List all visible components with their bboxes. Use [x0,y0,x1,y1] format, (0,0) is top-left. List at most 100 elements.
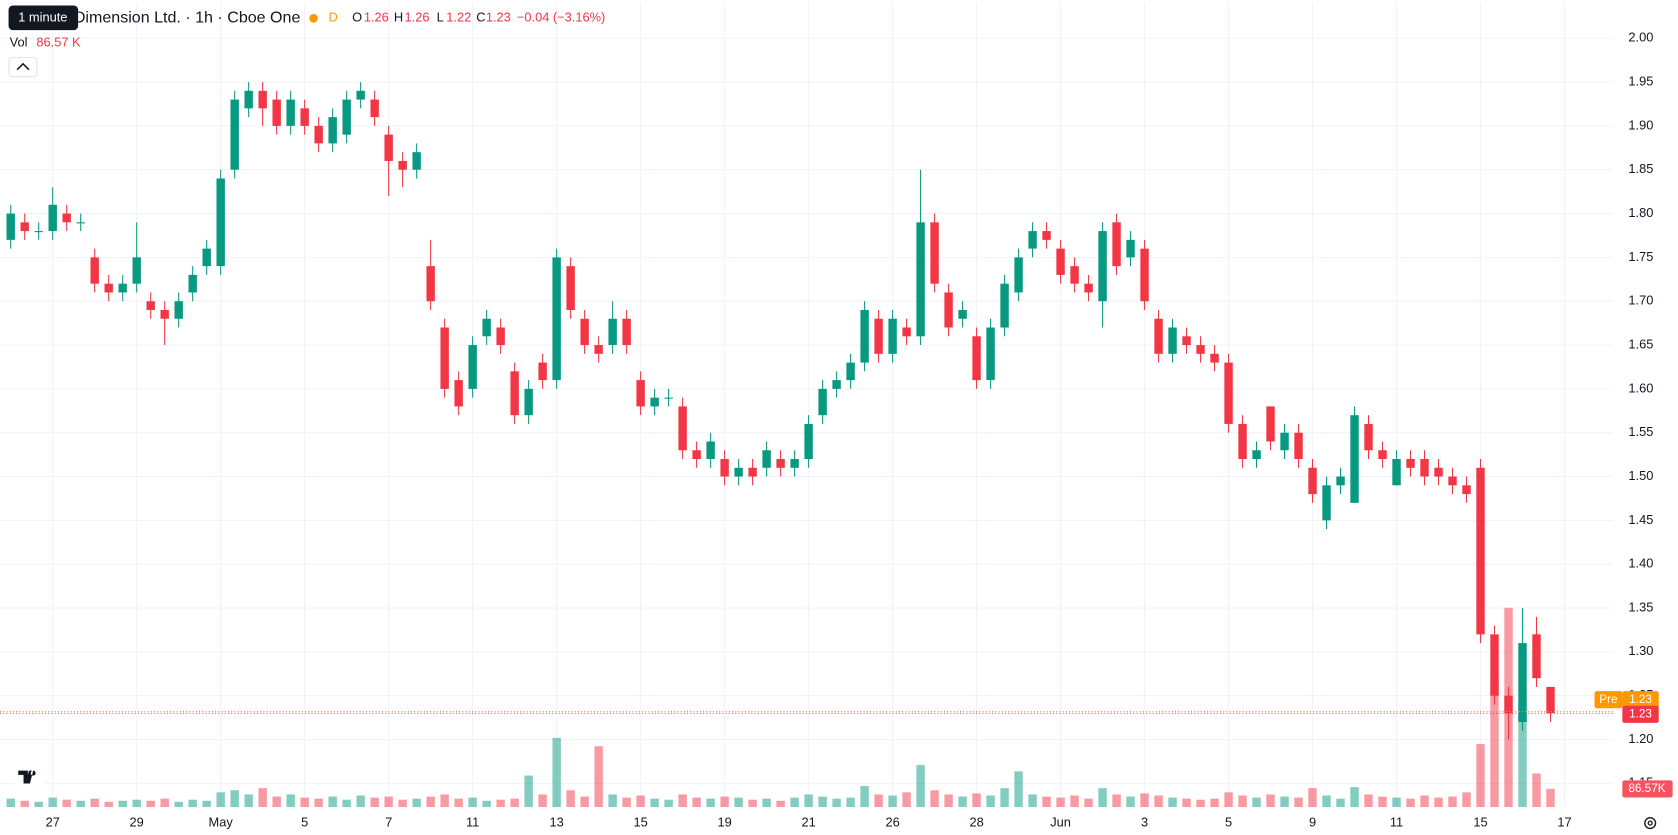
candle-body [216,178,225,267]
volume-bar [104,801,113,808]
y-tick-label: 2.00 [1628,30,1653,45]
candle-body [510,371,519,416]
gear [1644,817,1657,830]
volume-bar [566,790,575,808]
ohlc-value: 1.26 [405,10,430,25]
volume-bar [314,798,323,808]
volume-bar [174,801,183,808]
premarket-value: 1.23 [1629,693,1652,706]
candle-body [1518,643,1527,723]
grid [0,2,1613,808]
candle-body [888,318,897,354]
candle-body [958,309,967,319]
candle-body [1364,423,1373,451]
volume-bar [1224,792,1233,808]
volume-bar [1518,702,1527,808]
volume-bar [272,796,281,808]
volume-bar [1462,792,1471,808]
volume-bar [440,794,449,808]
y-tick-label: 1.80 [1628,205,1653,220]
candle-body [930,222,939,284]
volume-bar [748,799,757,808]
premarket-tag: Pre [1599,693,1618,706]
candle-body [608,318,617,346]
x-tick-label: 29 [130,814,144,829]
volume-bar [986,795,995,808]
candle-body [1112,222,1121,267]
candle-body [1168,327,1177,354]
candle-body [1098,231,1107,302]
gear-hub [1647,820,1653,826]
candle-body [1084,283,1093,293]
ohlc-key: L [437,10,444,25]
volume-bar [1378,796,1387,808]
volume-bar [1140,793,1149,808]
candle-body [1126,239,1135,258]
volume-bar [1294,797,1303,808]
candle-body [118,283,127,293]
volume-tag-box [1622,780,1673,798]
candle-body [1280,432,1289,451]
volume-bar [510,798,519,808]
candle-body [356,90,365,100]
y-tick-label: 1.35 [1628,599,1653,614]
settings-button[interactable] [1644,817,1657,830]
volume-bar [1392,797,1401,808]
volume-bar [1364,794,1373,808]
session-icon [309,14,318,23]
volume-bar [1028,794,1037,808]
candle-body [174,301,183,319]
candle-body [1014,257,1023,293]
candle-body [1224,362,1233,424]
candle-body [370,99,379,118]
volume-bar [1490,676,1499,808]
volume-bar [146,800,155,808]
volume-bar [972,793,981,808]
volume-bar [860,786,869,808]
volume-bar [1154,795,1163,808]
logo[interactable] [13,761,47,794]
volume-bar [734,797,743,808]
candle-body [90,257,99,284]
volume-bar [594,746,603,808]
candle-body [636,380,645,407]
x-tick-label: 27 [46,814,60,829]
x-tick-label: 7 [385,814,392,829]
volume-bar [6,798,15,808]
volume-bar [664,799,673,808]
x-tick-label: 26 [885,814,899,829]
volume-bar [944,794,953,808]
volume-bar [874,794,883,808]
candle-body [734,467,743,477]
ohlc-value: 1.23 [486,10,511,25]
y-tick-label: 1.75 [1628,249,1653,264]
volume-tag: 86.57K [1628,782,1665,795]
candle-body [692,450,701,460]
volume-bar [650,798,659,808]
candle-body [426,266,435,302]
tooltip: 1 minute [18,10,67,25]
candle-body [986,327,995,381]
volume-bar [832,798,841,808]
volume-bar [1196,799,1205,808]
volume-bar [720,796,729,808]
y-tick-label: 1.70 [1628,293,1653,308]
volume-bar [818,796,827,808]
x-tick-label: 9 [1309,814,1316,829]
collapse-button[interactable] [8,56,38,78]
volume-bar [1336,798,1345,808]
volume-bar [776,800,785,808]
y-tick-label: 1.95 [1628,73,1653,88]
legend-header: Dimension Ltd. · 1h · Cboe One D O 1.26 … [8,5,605,78]
volume-bar [1084,798,1093,808]
symbol-title[interactable]: Dimension Ltd. · 1h · Cboe One [74,9,301,27]
x-tick-label: 15 [633,814,647,829]
volume-bar [678,794,687,808]
candle-body [272,99,281,126]
volume-bar [76,800,85,808]
candle-body [104,283,113,293]
volume-bar [398,799,407,808]
ohlc-value: 1.26 [364,10,389,25]
x-tick-label: 21 [801,814,815,829]
